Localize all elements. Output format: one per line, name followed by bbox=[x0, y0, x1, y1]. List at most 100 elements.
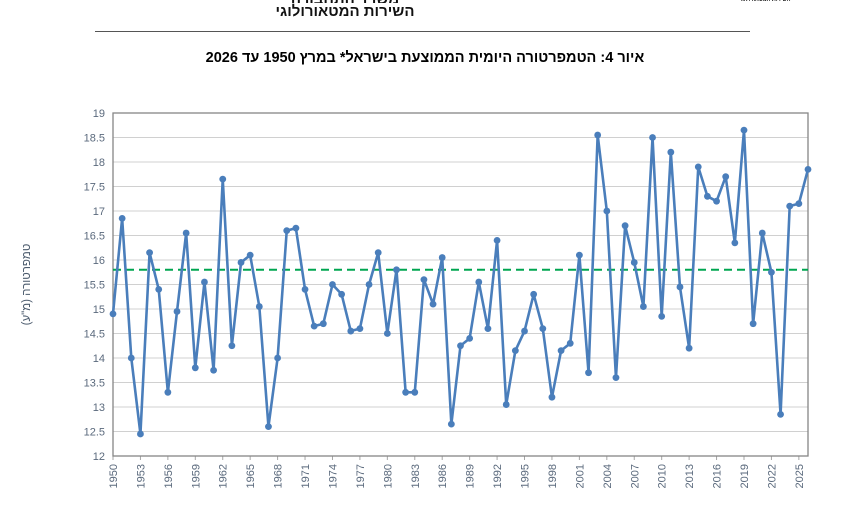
x-axis-tick-label: 1983 bbox=[410, 464, 422, 488]
data-point bbox=[265, 423, 272, 430]
x-axis-tick-label: 1962 bbox=[218, 464, 230, 488]
data-point bbox=[228, 342, 236, 350]
data-point bbox=[402, 388, 410, 396]
data-point bbox=[539, 325, 547, 332]
data-point bbox=[786, 202, 794, 210]
data-point bbox=[182, 229, 190, 237]
data-point bbox=[429, 300, 437, 308]
x-axis-tick-label: 2013 bbox=[684, 464, 696, 488]
data-point bbox=[566, 339, 574, 347]
data-point bbox=[502, 401, 510, 408]
data-point bbox=[731, 239, 739, 247]
data-point bbox=[603, 207, 611, 215]
x-axis-tick-label: 2010 bbox=[657, 464, 669, 488]
x-axis-tick-label: 1959 bbox=[190, 464, 202, 488]
data-point bbox=[356, 325, 364, 332]
data-point bbox=[493, 237, 501, 244]
x-axis-tick-label: 1971 bbox=[300, 464, 312, 488]
data-point bbox=[210, 366, 217, 374]
data-markers bbox=[109, 126, 812, 438]
header-divider bbox=[95, 31, 750, 32]
data-point bbox=[749, 320, 757, 328]
data-point bbox=[649, 134, 656, 141]
data-point bbox=[237, 259, 245, 266]
data-point bbox=[658, 312, 666, 320]
data-point bbox=[274, 354, 282, 362]
data-point bbox=[694, 163, 702, 171]
x-axis-tick-label: 1998 bbox=[547, 464, 559, 488]
y-axis-tick-label: 15 bbox=[93, 304, 105, 316]
x-axis-tick-label: 1992 bbox=[492, 464, 504, 488]
data-point bbox=[191, 364, 199, 372]
data-point bbox=[740, 126, 748, 134]
x-axis-tick-label: 1974 bbox=[327, 464, 339, 488]
plot-border bbox=[112, 112, 809, 457]
data-point bbox=[585, 369, 592, 377]
data-point bbox=[393, 266, 400, 274]
data-point bbox=[118, 214, 126, 222]
temperature-line-chart: 12 12.5 13 13.5 14 14.5 15 15.5 16 16.5 17 17.5 18 18… bbox=[21, 108, 812, 488]
y-axis-tick-label: 13.5 bbox=[84, 378, 105, 390]
figure-title: איור 4: הטמפרטורה היומית הממוצעת בישראל*… bbox=[205, 50, 645, 66]
organization-name: משרד התחבורה השירות המטאורולוגי bbox=[175, 0, 515, 20]
data-point bbox=[466, 335, 474, 342]
data-point bbox=[201, 278, 208, 286]
data-point bbox=[685, 344, 693, 352]
data-line bbox=[111, 128, 810, 436]
data-point bbox=[667, 148, 675, 156]
data-point bbox=[420, 276, 428, 283]
data-point bbox=[383, 330, 391, 337]
data-point bbox=[365, 281, 373, 288]
y-axis-tick-label: 15.5 bbox=[84, 280, 105, 292]
data-point bbox=[758, 229, 766, 237]
y-axis-tick-label: 17 bbox=[93, 206, 105, 218]
data-point bbox=[722, 173, 730, 181]
data-point bbox=[283, 227, 291, 235]
y-axis-title: טמפרטורה (מ"ע) bbox=[21, 244, 33, 326]
x-axis-ticks: 1950 1953 1956 1959 1962 1965 1968 1971 1974 1977… bbox=[108, 456, 806, 488]
y-axis-tick-label: 12 bbox=[93, 451, 105, 463]
data-point bbox=[612, 374, 620, 381]
data-point bbox=[438, 254, 446, 261]
data-point bbox=[777, 410, 784, 418]
data-point bbox=[768, 268, 775, 276]
data-point bbox=[173, 308, 181, 315]
data-point bbox=[548, 393, 556, 401]
data-point bbox=[292, 224, 300, 232]
data-point bbox=[676, 283, 684, 291]
y-axis-tick-label: 14.5 bbox=[84, 329, 105, 341]
gridlines bbox=[113, 112, 808, 457]
data-point bbox=[255, 303, 263, 310]
data-point bbox=[411, 388, 419, 396]
x-axis-tick-label: 2007 bbox=[629, 464, 641, 488]
x-axis-tick-label: 2025 bbox=[794, 464, 806, 488]
data-point bbox=[557, 347, 565, 355]
data-point bbox=[594, 131, 602, 139]
y-axis-tick-label: 14 bbox=[93, 353, 105, 365]
organization-name-line1: משרד התחבורה bbox=[175, 0, 515, 3]
data-point bbox=[639, 303, 647, 310]
y-axis-tick-label: 12.5 bbox=[84, 427, 105, 439]
y-axis-title-text: טמפרטורה (מ"ע) bbox=[21, 244, 33, 326]
x-axis-tick-label: 2004 bbox=[602, 464, 614, 488]
y-axis-tick-label: 18.5 bbox=[84, 133, 105, 145]
document-header: משרד התחבורה השירות המטאורולוגי השירות ה… bbox=[0, 0, 850, 32]
data-point bbox=[301, 286, 309, 293]
data-point bbox=[704, 192, 711, 200]
x-axis-tick-label: 1965 bbox=[245, 464, 257, 488]
y-axis-tick-label: 16.5 bbox=[84, 231, 105, 243]
chart-container: 12 12.5 13 13.5 14 14.5 15 15.5 16 16.5 17 17.5 18 18… bbox=[0, 95, 850, 523]
y-axis-ticks: 12 12.5 13 13.5 14 14.5 15 15.5 16 16.5 17 17.5 18 18… bbox=[84, 108, 105, 463]
data-point bbox=[127, 354, 135, 362]
x-axis-tick-label: 1989 bbox=[465, 464, 477, 488]
data-point bbox=[219, 175, 227, 183]
data-point bbox=[795, 200, 803, 208]
data-point bbox=[146, 249, 153, 257]
y-axis-tick-label: 17.5 bbox=[84, 182, 105, 194]
data-point bbox=[447, 420, 455, 428]
x-axis-tick-label: 2016 bbox=[712, 464, 724, 488]
data-point bbox=[338, 290, 346, 298]
data-point bbox=[109, 310, 117, 318]
x-axis-tick-label: 2022 bbox=[766, 464, 778, 488]
logo-text: השירות המטאורולוגי bbox=[739, 0, 791, 4]
